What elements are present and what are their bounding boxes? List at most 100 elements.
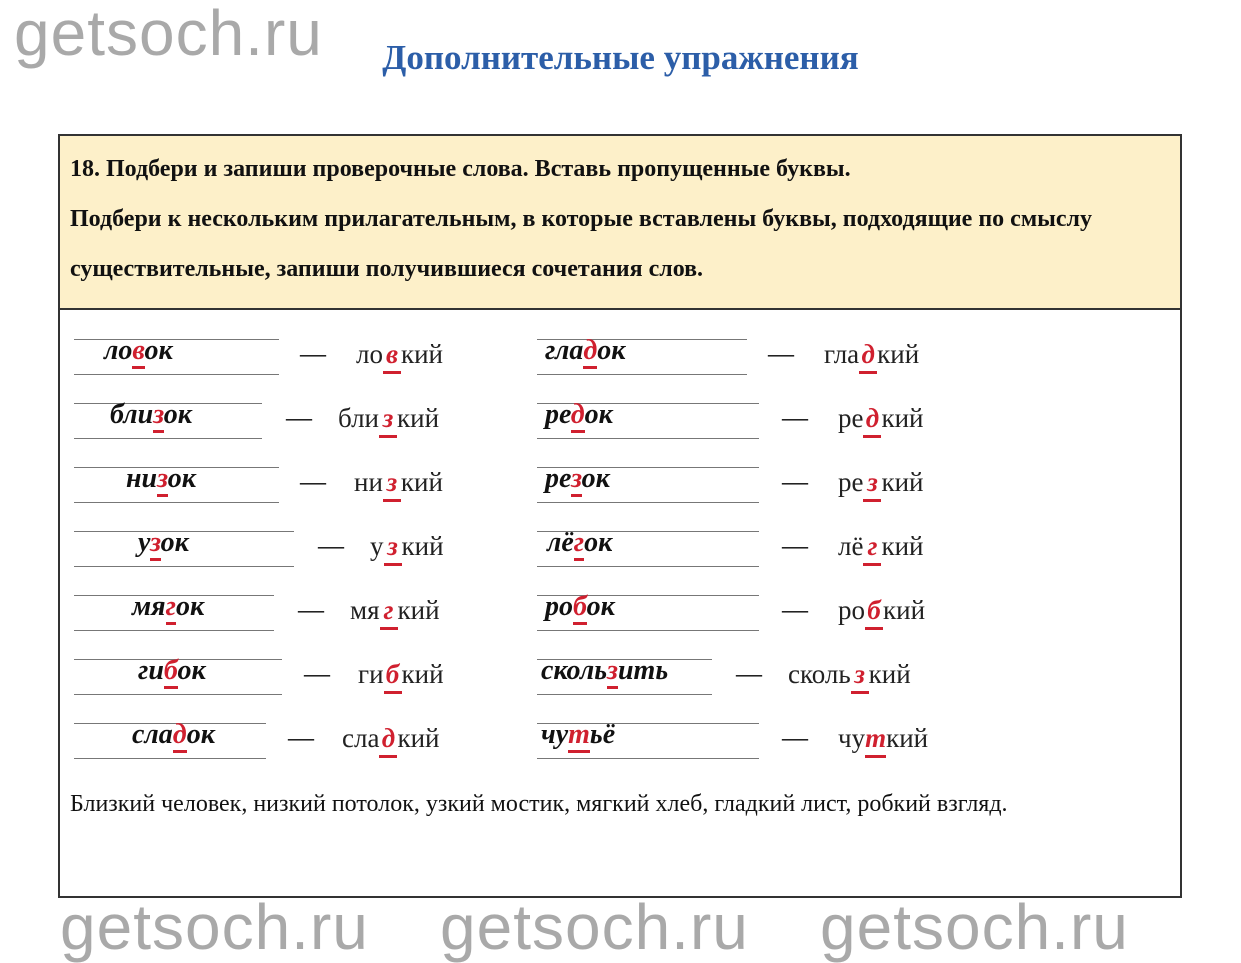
word-part: ок — [584, 399, 613, 430]
dash: — — [782, 531, 808, 560]
word-part: кий — [400, 339, 444, 369]
word-part: ить — [617, 655, 669, 686]
check-word: сладок — [74, 719, 266, 759]
word-part: ок — [597, 335, 626, 366]
derived-word: ре з кий — [838, 465, 924, 502]
word-part: ок — [160, 527, 189, 558]
derived-word: бли з кий — [338, 401, 439, 438]
word-part: у — [138, 527, 151, 558]
word-part: кий — [868, 659, 911, 689]
check-word: лёгок — [537, 527, 759, 567]
exercise-box: 18. Подбери и запиши проверочные слова. … — [58, 134, 1182, 898]
check-word: низок — [74, 463, 279, 503]
dash: — — [782, 467, 808, 496]
word-part: чу — [541, 719, 569, 750]
word-part: ни — [126, 463, 158, 494]
word-part: сколь — [788, 659, 851, 689]
word-part: кий — [877, 339, 920, 369]
word-part: ре — [545, 463, 572, 494]
derived-word: ни з кий — [354, 465, 443, 502]
answer-text: Близкий человек, низкий потолок, узкий м… — [70, 791, 1008, 817]
word-part: бли — [110, 399, 154, 430]
derived-word: чуткий — [838, 721, 928, 758]
highlighted-letter: д — [570, 399, 585, 433]
highlighted-letter: т — [568, 719, 590, 753]
word-part: кий — [881, 403, 924, 433]
word-part: сколь — [541, 655, 608, 686]
check-word: скользить — [537, 655, 712, 695]
derived-word: гибкий — [358, 657, 444, 694]
word-part: ок — [175, 591, 205, 622]
dash: — — [286, 403, 312, 432]
dash: — — [304, 659, 330, 688]
word-part: ги — [358, 659, 384, 689]
derived-word: мя г кий — [350, 593, 440, 630]
word-part: лё — [838, 531, 864, 561]
word-part: ок — [167, 463, 196, 494]
word-part: сла — [342, 723, 380, 753]
dash: — — [782, 723, 808, 752]
highlighted-letter: з — [157, 463, 168, 497]
word-part: ок — [177, 655, 206, 686]
check-word: резок — [537, 463, 759, 503]
dash: — — [298, 595, 324, 624]
word-part: мя — [350, 595, 380, 625]
word-part: гла — [824, 339, 860, 369]
highlighted-letter: в — [132, 335, 145, 369]
highlighted-letter: б — [573, 591, 587, 625]
task-line-1: 18. Подбери и запиши проверочные слова. … — [70, 156, 851, 182]
highlighted-letter: з — [571, 463, 582, 497]
inserted-letter: г — [379, 593, 398, 630]
word-part: ро — [545, 591, 573, 622]
watermark: getsoch.ru — [440, 891, 749, 963]
word-part: кий — [401, 659, 444, 689]
highlighted-letter: г — [165, 591, 176, 625]
derived-word: редкий — [838, 401, 924, 438]
inserted-letter: д — [863, 401, 882, 438]
check-word: гибок — [74, 655, 282, 695]
word-part: ок — [581, 463, 610, 494]
derived-word: сколь з кий — [788, 657, 911, 694]
word-part: мя — [132, 591, 166, 622]
word-part: ло — [356, 339, 383, 369]
dash: — — [318, 531, 344, 560]
word-part: гла — [545, 335, 584, 366]
derived-word: у з кий — [370, 529, 444, 566]
dash: — — [736, 659, 762, 688]
inserted-letter: д — [379, 721, 398, 758]
word-part: кий — [397, 723, 440, 753]
word-part: ок — [586, 591, 615, 622]
inserted-letter: з — [382, 465, 401, 502]
dash: — — [782, 595, 808, 624]
dash: — — [782, 403, 808, 432]
derived-word: робкий — [838, 593, 925, 630]
word-part: ро — [838, 595, 865, 625]
inserted-letter: з — [383, 529, 402, 566]
word-part: ре — [545, 399, 571, 430]
word-part: кий — [397, 595, 440, 625]
inserted-letter: б — [865, 593, 883, 630]
word-part: у — [370, 531, 384, 561]
word-part: ги — [138, 655, 164, 686]
highlighted-letter: з — [153, 399, 164, 433]
check-word: чутьё — [537, 719, 759, 759]
inserted-letter: д — [859, 337, 878, 374]
watermark: getsoch.ru — [820, 891, 1129, 963]
word-part: ок — [186, 719, 215, 750]
dash: — — [288, 723, 314, 752]
highlighted-letter: г — [573, 527, 585, 561]
word-part: ок — [144, 335, 173, 366]
word-part: ок — [163, 399, 192, 430]
task-instructions: 18. Подбери и запиши проверочные слова. … — [60, 136, 1180, 310]
watermark: getsoch.ru — [14, 0, 323, 69]
inserted-letter: з — [379, 401, 397, 438]
word-part: ок — [584, 527, 613, 558]
word-part: сла — [132, 719, 173, 750]
word-part: чу — [838, 723, 866, 753]
derived-word: сладкий — [342, 721, 439, 758]
word-part: кий — [401, 531, 444, 561]
dash: — — [300, 467, 326, 496]
task-line-2: Подбери к нескольким прилагательным, в к… — [70, 206, 1093, 282]
highlighted-letter: б — [163, 655, 178, 689]
highlighted-letter: д — [583, 335, 598, 369]
